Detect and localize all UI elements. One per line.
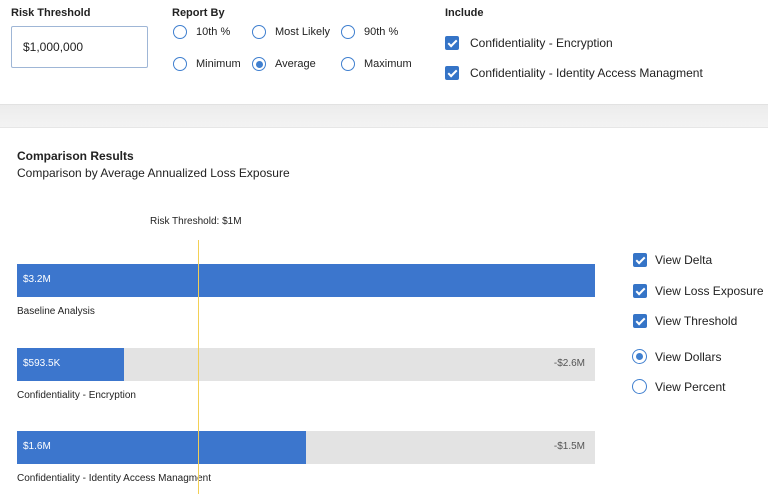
checkbox-label: View Threshold: [655, 314, 738, 328]
risk-threshold-label: Risk Threshold: [11, 7, 91, 19]
bar[interactable]: [17, 264, 595, 297]
radio-label: Most Likely: [275, 26, 331, 38]
threshold-label: Risk Threshold: $1M: [150, 216, 242, 227]
threshold-line: [198, 240, 199, 494]
bar-value-label: $593.5K: [23, 358, 61, 369]
view-loss-exposure-checkbox[interactable]: View Loss Exposure: [633, 284, 764, 298]
filter-panel: Risk Threshold Report By 10th % Most Lik…: [0, 0, 768, 104]
radio-circle-icon: [632, 379, 647, 394]
radio-label: View Percent: [655, 379, 726, 394]
results-subtitle: Comparison by Average Annualized Loss Ex…: [17, 166, 290, 180]
radio-circle-icon: [173, 57, 187, 71]
view-threshold-checkbox[interactable]: View Threshold: [633, 314, 737, 328]
bar-value-label: $1.6M: [23, 441, 51, 452]
checkbox-label: Confidentiality - Identity Access Managm…: [470, 66, 703, 80]
radio-label: View Dollars: [655, 349, 722, 364]
radio-circle-icon: [252, 25, 266, 39]
radio-average[interactable]: Average: [252, 57, 316, 71]
risk-threshold-input[interactable]: [11, 26, 148, 68]
bar-value-label: $3.2M: [23, 274, 51, 285]
radio-circle-icon: [341, 57, 355, 71]
bar-delta-label: -$1.5M: [553, 441, 585, 452]
results-title: Comparison Results: [17, 149, 134, 163]
section-divider: [0, 104, 768, 128]
bar[interactable]: [17, 348, 125, 381]
include-identity-access-checkbox[interactable]: Confidentiality - Identity Access Managm…: [445, 66, 703, 80]
radio-label: Average: [275, 58, 316, 70]
bar[interactable]: [17, 431, 306, 464]
checkbox-checked-icon: [633, 314, 647, 328]
radio-label: 90th %: [364, 26, 399, 38]
checkbox-label: Confidentiality - Encryption: [470, 36, 613, 50]
radio-label: Maximum: [364, 58, 412, 70]
radio-minimum[interactable]: Minimum: [173, 57, 241, 71]
radio-circle-icon: [252, 57, 266, 71]
radio-circle-icon: [173, 25, 187, 39]
view-dollars-radio[interactable]: View Dollars: [632, 349, 721, 364]
view-percent-radio[interactable]: View Percent: [632, 379, 725, 394]
report-by-label: Report By: [172, 7, 225, 19]
radio-label: 10th %: [196, 26, 231, 38]
radio-most-likely[interactable]: Most Likely: [252, 25, 330, 39]
bar-category-label: Confidentiality - Encryption: [17, 390, 136, 401]
checkbox-checked-icon: [445, 66, 459, 80]
radio-circle-icon: [341, 25, 355, 39]
include-label: Include: [445, 7, 484, 19]
checkbox-label: View Delta: [655, 253, 713, 267]
checkbox-checked-icon: [633, 284, 647, 298]
view-delta-checkbox[interactable]: View Delta: [633, 253, 712, 267]
radio-90th-percent[interactable]: 90th %: [341, 25, 398, 39]
radio-maximum[interactable]: Maximum: [341, 57, 412, 71]
include-encryption-checkbox[interactable]: Confidentiality - Encryption: [445, 36, 613, 50]
checkbox-checked-icon: [633, 253, 647, 267]
bar-category-label: Baseline Analysis: [17, 306, 95, 317]
radio-10th-percent[interactable]: 10th %: [173, 25, 230, 39]
checkbox-label: View Loss Exposure: [655, 284, 764, 298]
radio-label: Minimum: [196, 58, 241, 70]
bar-delta-label: -$2.6M: [553, 358, 585, 369]
checkbox-checked-icon: [445, 36, 459, 50]
radio-circle-icon: [632, 349, 647, 364]
bar-category-label: Confidentiality - Identity Access Managm…: [17, 473, 211, 484]
